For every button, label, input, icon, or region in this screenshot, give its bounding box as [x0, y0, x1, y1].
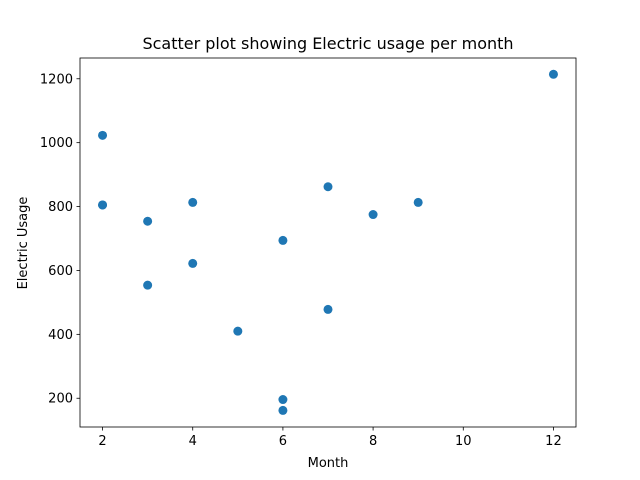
- y-axis-label: Electric Usage: [16, 197, 31, 290]
- y-tick-label: 800: [48, 200, 73, 215]
- data-point: [323, 182, 333, 192]
- plot-area: [79, 57, 577, 428]
- y-tick-label: 1200: [40, 72, 73, 87]
- data-point: [548, 69, 558, 79]
- x-tick-label: 10: [455, 434, 472, 449]
- data-point: [233, 326, 243, 336]
- chart-title: Scatter plot showing Electric usage per …: [142, 34, 513, 53]
- data-point: [278, 405, 288, 415]
- data-point: [143, 216, 153, 226]
- x-axis-label: Month: [308, 456, 349, 471]
- data-point: [413, 197, 423, 207]
- data-point: [323, 304, 333, 314]
- y-tick-label: 200: [48, 392, 73, 407]
- data-point: [143, 280, 153, 290]
- x-tick-label: 4: [189, 434, 197, 449]
- data-point: [368, 210, 378, 220]
- x-tick-label: 6: [279, 434, 287, 449]
- data-point: [98, 130, 108, 140]
- y-tick-label: 600: [48, 264, 73, 279]
- data-points: [98, 69, 558, 415]
- y-tick-label: 1000: [40, 136, 73, 151]
- data-point: [98, 200, 108, 210]
- x-axis: 2 4 6 8 10 12: [98, 427, 562, 449]
- y-tick-label: 400: [48, 328, 73, 343]
- data-point: [278, 395, 288, 405]
- y-axis: 200 400 600 800 1000 1200: [40, 72, 80, 407]
- x-tick-label: 12: [545, 434, 562, 449]
- data-point: [188, 258, 198, 268]
- x-tick-label: 2: [98, 434, 106, 449]
- plot-frame: [79, 57, 577, 428]
- x-tick-label: 8: [369, 434, 377, 449]
- data-point: [278, 235, 288, 245]
- data-point: [188, 197, 198, 207]
